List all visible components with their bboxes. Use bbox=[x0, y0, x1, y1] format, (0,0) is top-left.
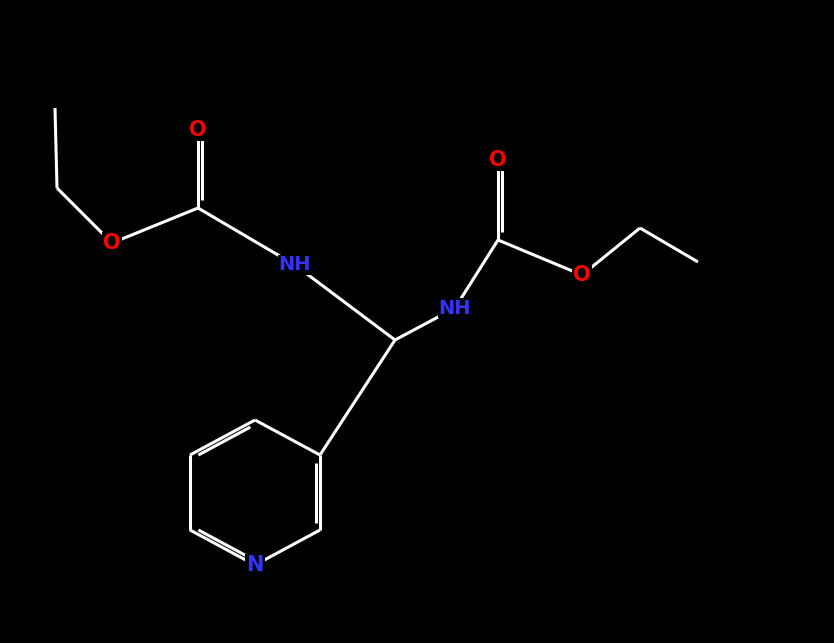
Text: O: O bbox=[103, 233, 121, 253]
Text: NH: NH bbox=[279, 255, 311, 275]
Text: O: O bbox=[189, 120, 207, 140]
Text: O: O bbox=[573, 265, 590, 285]
Text: NH: NH bbox=[439, 298, 471, 318]
Text: N: N bbox=[246, 555, 264, 575]
Text: O: O bbox=[490, 150, 507, 170]
